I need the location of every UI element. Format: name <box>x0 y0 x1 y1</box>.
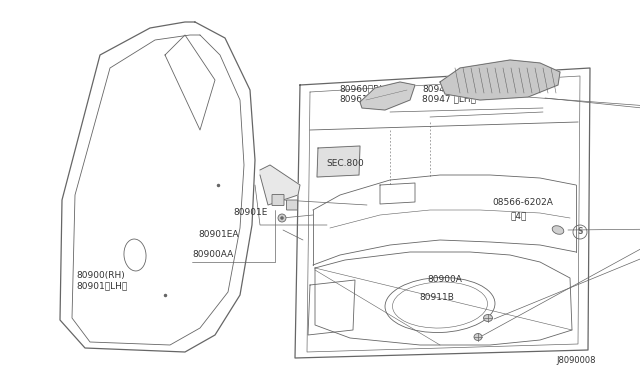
Text: 80960〈RH〉: 80960〈RH〉 <box>339 85 392 94</box>
Polygon shape <box>360 82 415 110</box>
Text: 08566-6202A: 08566-6202A <box>493 198 554 207</box>
Text: J8090008: J8090008 <box>557 356 596 365</box>
Ellipse shape <box>552 226 564 234</box>
Text: 80947 〈LH〉: 80947 〈LH〉 <box>422 94 476 103</box>
FancyBboxPatch shape <box>287 200 298 210</box>
Text: 80900(RH): 80900(RH) <box>77 271 125 280</box>
Ellipse shape <box>483 314 493 321</box>
Text: SEC.800: SEC.800 <box>326 159 364 168</box>
Text: 80946M(RH): 80946M(RH) <box>422 85 479 94</box>
Polygon shape <box>260 165 300 205</box>
Text: 80901〈LH〉: 80901〈LH〉 <box>77 281 128 290</box>
Polygon shape <box>317 146 360 177</box>
FancyBboxPatch shape <box>272 195 284 205</box>
Ellipse shape <box>474 334 482 340</box>
Text: 80900AA: 80900AA <box>192 250 233 259</box>
Circle shape <box>278 214 286 222</box>
Circle shape <box>280 217 284 219</box>
Text: 80900A: 80900A <box>428 275 462 284</box>
Text: 80901E: 80901E <box>234 208 268 217</box>
Text: S: S <box>577 228 582 237</box>
Text: 80961〈LH〉: 80961〈LH〉 <box>339 94 390 103</box>
Text: 80911B: 80911B <box>419 293 454 302</box>
Text: 80901EA: 80901EA <box>198 230 239 239</box>
Text: 〈4〉: 〈4〉 <box>511 211 527 220</box>
Polygon shape <box>440 60 560 100</box>
